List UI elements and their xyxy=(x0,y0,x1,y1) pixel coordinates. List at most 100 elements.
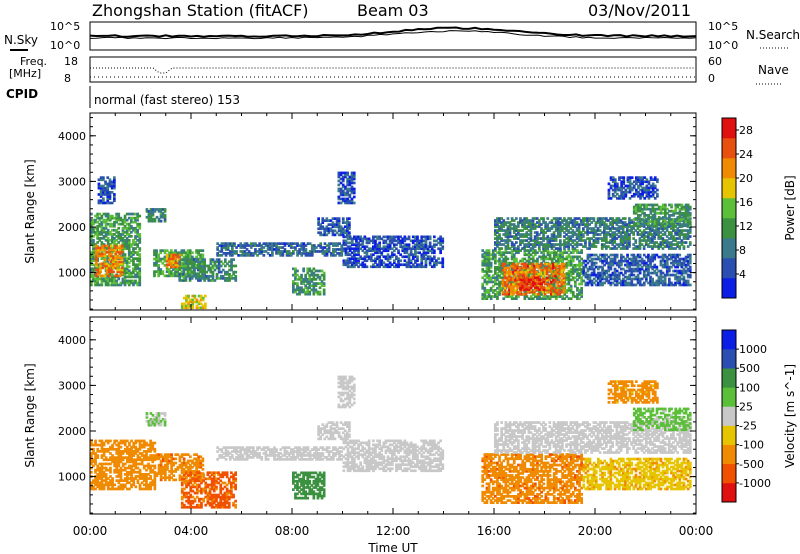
data-cell xyxy=(127,228,131,232)
data-cell xyxy=(335,221,339,224)
data-cell xyxy=(188,268,192,271)
data-cell xyxy=(226,244,230,247)
data-cell xyxy=(374,257,377,261)
data-cell xyxy=(376,257,379,261)
data-cell xyxy=(574,263,577,267)
data-cell xyxy=(111,241,114,244)
data-cell xyxy=(426,245,430,249)
data-cell xyxy=(485,297,489,300)
data-cell xyxy=(500,253,503,257)
data-cell xyxy=(104,191,107,194)
data-cell xyxy=(355,237,358,241)
data-cell xyxy=(520,262,524,266)
data-cell xyxy=(494,241,497,244)
data-cell xyxy=(192,270,196,274)
data-cell xyxy=(192,274,196,278)
data-cell xyxy=(292,284,295,287)
data-cell xyxy=(494,266,497,269)
data-cell xyxy=(378,251,381,255)
data-cell xyxy=(186,266,190,270)
data-cell xyxy=(407,243,411,247)
data-cell xyxy=(501,264,505,268)
data-cell xyxy=(433,257,436,261)
data-cell xyxy=(481,295,485,298)
data-cell xyxy=(102,197,105,200)
data-cell xyxy=(552,266,555,270)
data-cell xyxy=(134,218,137,222)
data-cell xyxy=(346,233,349,237)
data-cell xyxy=(507,292,511,296)
data-cell xyxy=(498,282,501,286)
data-cell xyxy=(319,227,322,231)
data-cell xyxy=(134,263,137,267)
data-cell xyxy=(155,253,158,257)
data-cell xyxy=(341,229,345,233)
data-cell xyxy=(112,258,115,262)
data-cell xyxy=(504,233,508,236)
data-cell xyxy=(182,255,186,259)
data-cell xyxy=(407,261,411,265)
data-cell xyxy=(243,246,247,249)
data-cell xyxy=(104,186,107,190)
data-cell xyxy=(151,213,155,217)
data-cell xyxy=(441,247,445,251)
data-cell xyxy=(185,298,188,302)
data-cell xyxy=(401,249,405,253)
data-cell xyxy=(159,259,163,263)
data-cell xyxy=(117,283,121,287)
data-cell xyxy=(192,260,196,264)
data-cell xyxy=(113,199,116,203)
data-cell xyxy=(226,277,229,280)
data-cell xyxy=(304,273,307,277)
data-cell xyxy=(361,261,365,265)
data-cell xyxy=(500,286,503,290)
data-cell xyxy=(578,276,581,280)
data-cell xyxy=(108,180,112,184)
data-cell xyxy=(350,179,354,183)
data-cell xyxy=(192,264,196,268)
data-cell xyxy=(487,266,491,269)
data-cell xyxy=(172,255,175,259)
data-cell xyxy=(90,267,93,271)
data-cell xyxy=(120,270,124,274)
data-cell xyxy=(211,277,215,280)
data-cell xyxy=(500,217,503,220)
data-cell xyxy=(414,253,417,257)
data-cell xyxy=(353,253,356,257)
data-cell xyxy=(221,274,225,278)
data-cell xyxy=(215,272,219,276)
data-cell xyxy=(165,257,169,261)
data-cell xyxy=(384,235,388,239)
data-cell xyxy=(506,243,510,246)
data-cell xyxy=(401,263,405,267)
data-cell xyxy=(314,290,318,294)
data-cell xyxy=(116,256,120,260)
heatmap-cells xyxy=(90,171,692,310)
data-cell xyxy=(94,281,97,285)
data-cell xyxy=(184,268,188,271)
data-cell xyxy=(363,263,367,267)
data-cell xyxy=(294,290,297,294)
data-cell xyxy=(199,306,203,310)
data-cell xyxy=(420,245,424,249)
data-cell xyxy=(369,265,373,269)
data-cell xyxy=(350,181,354,185)
data-cell xyxy=(300,280,303,283)
data-cell xyxy=(172,259,175,263)
data-cell xyxy=(123,226,127,230)
data-cell xyxy=(344,261,348,265)
data-cell xyxy=(565,289,569,292)
data-cell xyxy=(167,272,171,276)
data-cell xyxy=(346,193,349,197)
data-cell xyxy=(531,249,535,252)
data-cell xyxy=(314,269,318,273)
data-cell xyxy=(498,261,501,265)
data-cell xyxy=(339,201,343,205)
data-cell xyxy=(516,264,519,268)
data-cell xyxy=(224,279,227,282)
data-cell xyxy=(491,257,495,261)
data-cell xyxy=(138,226,142,230)
data-cell xyxy=(684,241,688,244)
data-cell xyxy=(339,173,343,177)
data-cell xyxy=(300,254,304,257)
